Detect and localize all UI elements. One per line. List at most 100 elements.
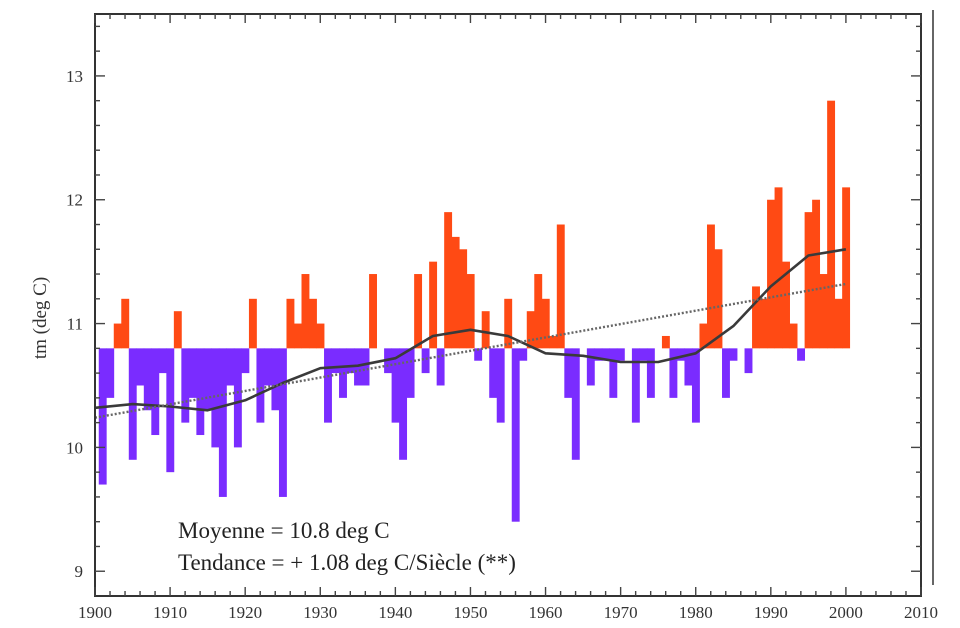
x-tick-label: 2010 (904, 603, 938, 622)
anomaly-bar (534, 274, 543, 349)
anomaly-bar (399, 348, 408, 460)
anomaly-bar (782, 261, 790, 349)
anomaly-bar (444, 212, 453, 349)
anomaly-bar (158, 348, 167, 374)
x-tick-label: 1990 (754, 603, 788, 622)
anomaly-bar (151, 348, 160, 436)
anomaly-bar (631, 348, 640, 423)
anomaly-bar (729, 348, 738, 361)
anomaly-bar (842, 187, 851, 349)
anomaly-bar (369, 274, 377, 349)
anomaly-bar (241, 348, 250, 374)
x-tick-label: 2000 (829, 603, 863, 622)
anomaly-bar (752, 286, 760, 349)
anomaly-bar (421, 348, 430, 374)
anomaly-bar (804, 212, 813, 349)
anomaly-bar (767, 199, 775, 349)
anomaly-bar (789, 323, 798, 349)
anomaly-bar (722, 348, 730, 398)
plot-frame (94, 13, 922, 597)
anomaly-bar (639, 348, 648, 361)
y-tick-label: 10 (66, 438, 83, 457)
anomaly-bar (601, 348, 610, 361)
anomaly-bar (218, 348, 227, 497)
anomaly-bar (594, 348, 603, 361)
anomaly-bar (676, 348, 685, 361)
y-tick-label: 9 (75, 562, 84, 581)
anomaly-bar (511, 348, 520, 522)
x-tick-label: 1940 (378, 603, 412, 622)
x-tick-label: 1900 (78, 603, 112, 622)
anomaly-bar (526, 311, 535, 349)
anomaly-bar (143, 348, 152, 411)
anomaly-areas (98, 100, 851, 522)
x-axis: 1900 1910 1920 1930 1940 1950 1960 1970 1980 1990… (78, 14, 938, 622)
anomaly-bar (646, 348, 655, 398)
anomaly-bar (609, 348, 618, 398)
anomaly-bar (106, 348, 115, 398)
anomaly-bar (481, 311, 490, 349)
anomaly-bar (691, 348, 700, 423)
anomaly-bar (301, 274, 310, 349)
anomaly-bar (684, 348, 693, 386)
anomaly-bar (226, 348, 235, 386)
anomaly-bar (316, 323, 325, 349)
anomaly-bar (391, 348, 400, 423)
y-axis-title: tm (deg C) (30, 277, 51, 359)
anomaly-bar (519, 348, 528, 361)
anomaly-bar (196, 348, 205, 436)
anomaly-bar (774, 187, 783, 349)
linear-trend-line (94, 282, 847, 419)
anomaly-bar (286, 298, 295, 349)
anomaly-bar (324, 348, 332, 423)
anomaly-bar (248, 298, 257, 349)
anomaly-bar (714, 249, 723, 349)
x-tick-label: 1970 (604, 603, 638, 622)
anomaly-bar (339, 348, 347, 398)
anomaly-bar (541, 298, 550, 349)
anomaly-bar (797, 348, 806, 361)
y-tick-label: 11 (67, 315, 83, 334)
anomaly-bar (166, 348, 175, 473)
anomaly-bar (361, 348, 370, 386)
anomaly-bar (812, 199, 821, 349)
anomaly-bar (556, 224, 565, 349)
anomaly-bar (121, 298, 130, 349)
y-tick-label: 13 (66, 67, 83, 86)
anomaly-bar (564, 348, 573, 398)
anomaly-bar (669, 348, 678, 398)
anomaly-bar (346, 348, 355, 374)
anomaly-bar (293, 323, 302, 349)
anomaly-bar (436, 348, 445, 386)
anomaly-bar (706, 224, 715, 349)
anomaly-bar (827, 100, 836, 349)
anomaly-bar (744, 348, 753, 374)
anomaly-bar (474, 348, 483, 361)
anomaly-bar (173, 311, 182, 349)
anomaly-bar (309, 298, 317, 349)
anomaly-bar (496, 348, 505, 423)
smoothed-curve (94, 248, 847, 412)
anomaly-bar (211, 348, 220, 448)
anomaly-bar (834, 298, 843, 349)
anomaly-bar (586, 348, 595, 386)
anomaly-bar (616, 348, 625, 361)
anomaly-bar (331, 348, 340, 374)
anomaly-bar (414, 274, 423, 349)
anomaly-bar (188, 348, 197, 398)
x-tick-label: 1980 (679, 603, 713, 622)
anomaly-bar (271, 348, 280, 411)
anomaly-bar (759, 298, 768, 349)
anomaly-bar (98, 348, 107, 485)
x-tick-label: 1920 (228, 603, 262, 622)
anomaly-bar (256, 348, 265, 423)
anomaly-bar (489, 348, 498, 398)
anomaly-bar (181, 348, 190, 423)
x-tick-label: 1910 (153, 603, 187, 622)
anomaly-bar (466, 274, 475, 349)
y-tick-label: 12 (66, 191, 83, 210)
annotation-mean: Moyenne = 10.8 deg C (178, 518, 390, 543)
anomaly-bar (549, 335, 558, 349)
anomaly-bar (819, 274, 828, 349)
